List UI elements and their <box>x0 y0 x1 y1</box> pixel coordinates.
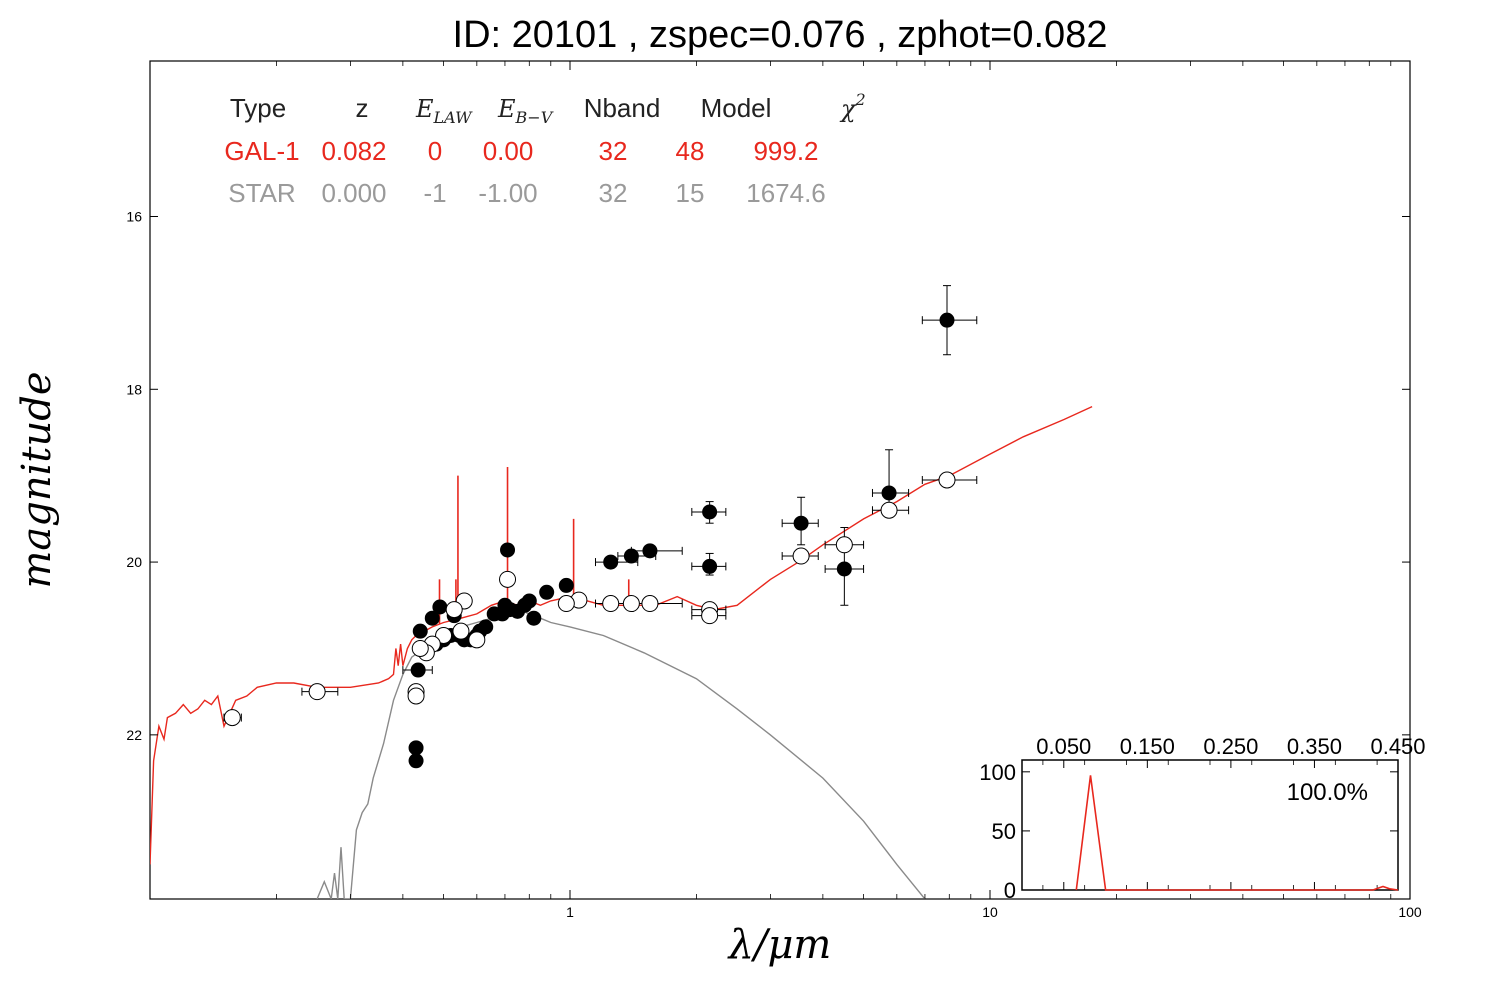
model-point <box>445 601 463 619</box>
observed-point <box>526 610 542 626</box>
observed-point <box>500 542 516 558</box>
model-point <box>641 595 659 613</box>
observed-point <box>497 597 513 613</box>
model-point <box>622 595 640 613</box>
table-cell-z: 0.082 <box>321 136 386 166</box>
observed-point <box>412 623 428 639</box>
model-point <box>223 709 241 727</box>
inset-y-tick-label: 0 <box>1004 878 1016 903</box>
observed-point <box>558 577 574 593</box>
plot-frame <box>149 60 1411 900</box>
model-point <box>880 501 898 519</box>
inset-y-tick-label: 100 <box>979 760 1016 785</box>
table-cell-e_law: 0 <box>428 136 442 166</box>
table-header-type: Type <box>230 93 286 123</box>
model-point <box>602 595 620 613</box>
table-cell-z: 0.000 <box>321 178 386 208</box>
observed-point <box>408 753 424 769</box>
table-header-chi2: χ2 <box>839 90 866 123</box>
table-header-model: Model <box>701 93 772 123</box>
observed-point <box>424 610 440 626</box>
y-tick-label: 22 <box>126 727 142 743</box>
model-point <box>701 607 719 625</box>
table-cell-nband: 32 <box>599 178 628 208</box>
inset-x-tick-label: 0.350 <box>1287 734 1342 759</box>
observed-point <box>603 554 619 570</box>
model-point <box>411 639 429 657</box>
inset-pdf-curve <box>1075 775 1399 891</box>
star-model-layer <box>316 608 926 899</box>
model-point <box>835 536 853 554</box>
chart-title: ID: 20101 , zspec=0.076 , zphot=0.082 <box>452 14 1108 56</box>
observed-point <box>793 515 809 531</box>
inset-x-tick-label: 0.450 <box>1370 734 1425 759</box>
table-cell-type: STAR <box>228 178 295 208</box>
observed-point <box>408 740 424 756</box>
model-point <box>452 622 470 640</box>
observed-point <box>486 606 502 622</box>
table-cell-chi2: 999.2 <box>753 136 818 166</box>
table-cell-e_bv: -1.00 <box>478 178 537 208</box>
table-cell-e_law: -1 <box>423 178 446 208</box>
x-tick-label: 1 <box>566 904 574 920</box>
inset-x-tick-label: 0.150 <box>1120 734 1175 759</box>
inset-pdf-chart: 0.050 0.150 0.250 0.350 0.450 100 50 0 100.0% <box>979 734 1425 903</box>
observed-point <box>702 504 718 520</box>
table-header-z: z <box>356 93 369 123</box>
y-axis-title: magnitude <box>14 371 60 588</box>
y-tick-label: 16 <box>126 209 142 225</box>
x-tick-label: 10 <box>982 904 998 920</box>
observed-point <box>623 548 639 564</box>
errorbar-layer <box>223 285 978 722</box>
inset-probability-label: 100.0% <box>1287 779 1368 806</box>
observed-point <box>702 558 718 574</box>
fit-table: Type z ELAW EB−V Nband Model χ2 GAL-1 0.082 0 0.00… <box>224 90 865 208</box>
model-point <box>407 687 425 705</box>
inset-y-tick-label: 50 <box>992 819 1016 844</box>
model-point <box>499 570 517 588</box>
x-tick-label: 100 <box>1398 904 1422 920</box>
star-model-curve <box>316 608 926 899</box>
table-cell-chi2: 1674.6 <box>746 178 826 208</box>
table-cell-model: 48 <box>676 136 705 166</box>
observed-points-layer <box>408 312 955 769</box>
observed-point <box>539 584 555 600</box>
table-header-ebv: EB−V <box>497 95 554 127</box>
observed-point <box>836 561 852 577</box>
model-point <box>557 595 575 613</box>
observed-point <box>881 485 897 501</box>
axes-layer: 16 18 20 22 1 10 100 λ/μm magnitude <box>14 61 1422 968</box>
model-point <box>308 683 326 701</box>
x-axis-title: λ/μm <box>727 922 832 968</box>
y-tick-label: 20 <box>126 554 142 570</box>
table-cell-nband: 32 <box>599 136 628 166</box>
model-point <box>938 471 956 489</box>
observed-point <box>642 543 658 559</box>
plot-border <box>149 60 1411 900</box>
y-tick-label: 18 <box>126 381 142 397</box>
observed-point <box>939 312 955 328</box>
model-point <box>792 547 810 565</box>
table-cell-e_bv: 0.00 <box>483 136 534 166</box>
model-point <box>435 627 453 645</box>
table-header-elaw: ELAW <box>415 95 473 127</box>
table-cell-type: GAL-1 <box>224 136 299 166</box>
model-point <box>468 631 486 649</box>
observed-point <box>410 662 426 678</box>
inset-x-tick-label: 0.250 <box>1203 734 1258 759</box>
inset-x-tick-label: 0.050 <box>1036 734 1091 759</box>
model-points-layer <box>223 471 956 727</box>
table-header-nband: Nband <box>584 93 661 123</box>
table-cell-model: 15 <box>676 178 705 208</box>
